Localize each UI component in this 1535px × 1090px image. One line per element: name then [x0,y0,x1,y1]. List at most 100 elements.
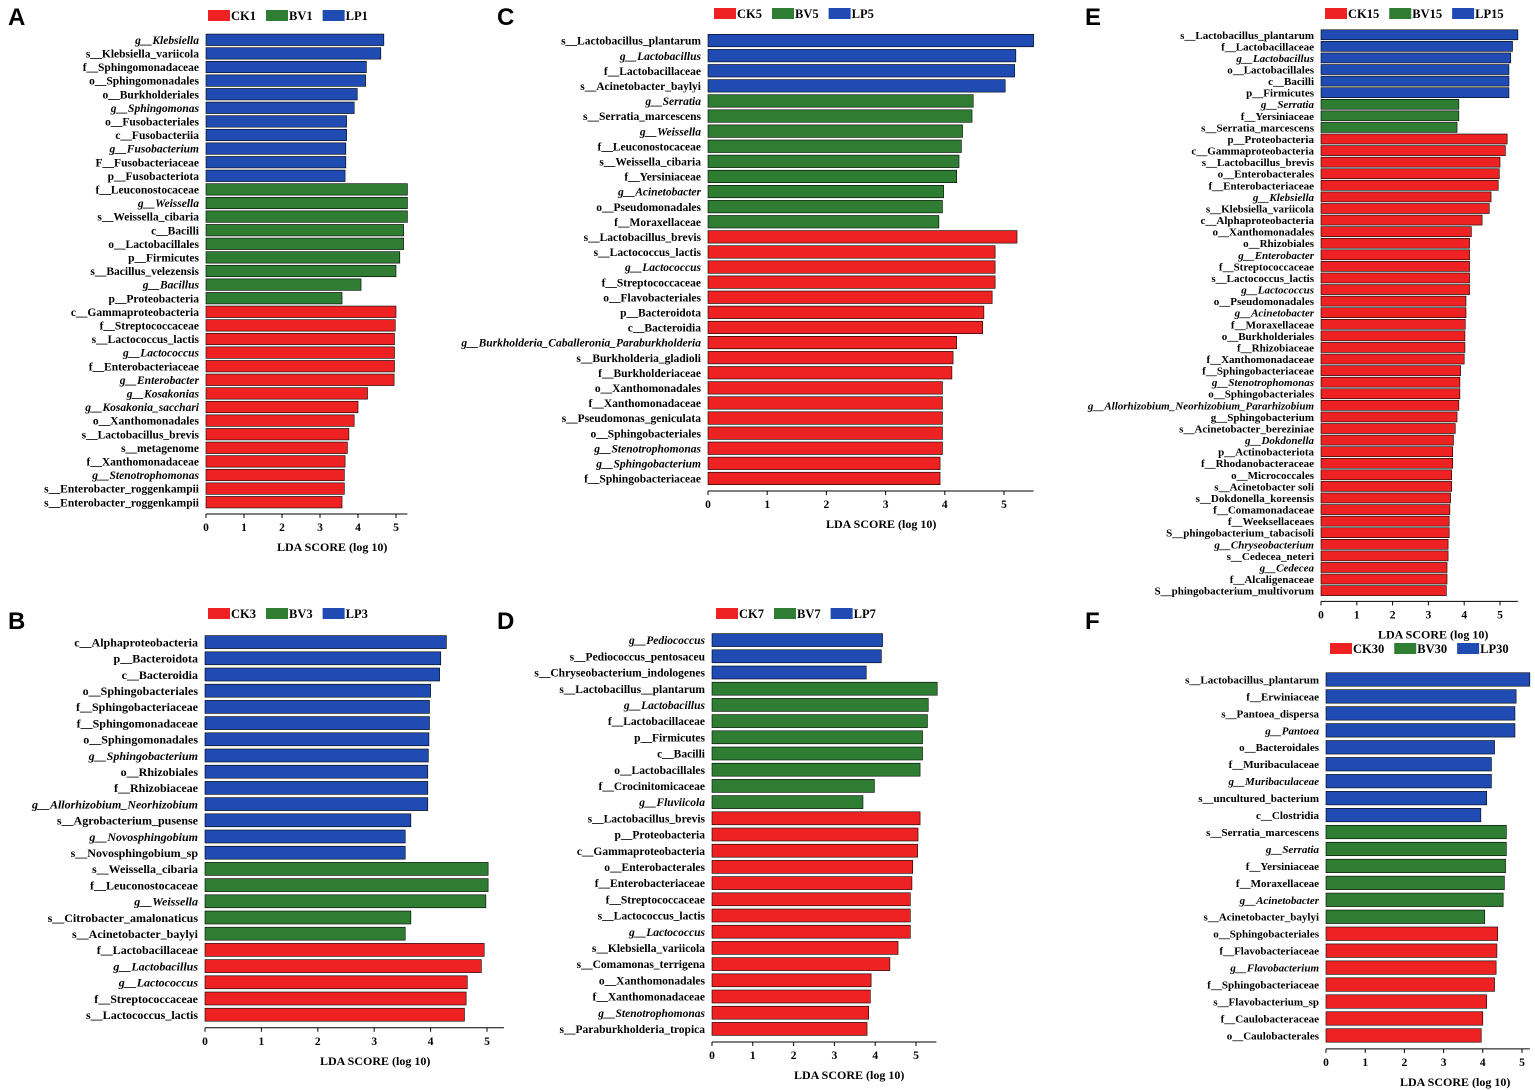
bar [205,128,347,142]
bar-label: f__Leuconostocaceae [96,185,199,197]
bar-label: g__Lactobacillus [619,51,702,63]
bar [205,74,366,87]
bar-label: f__Flavobacteriaceae [1219,946,1319,958]
panel-letter: F [1085,608,1100,635]
bar [1320,376,1461,388]
bar [204,862,489,876]
bar-label: p__Bacteroidota [114,652,198,666]
bar [711,908,911,923]
bar [707,200,943,214]
bar-label: s__Serratia_marcescens [1201,122,1315,134]
bar [711,746,923,761]
bar-label: o__Rhizobiales [1243,238,1315,250]
bar-label: f__Leuconostocaceae [90,878,199,892]
bar [707,245,996,259]
x-tick-label: 5 [913,1050,919,1062]
bar [1320,145,1506,156]
bar [1325,909,1486,924]
bar [707,185,944,199]
bar-label: s__Lactobacillus_plantarum [1180,30,1314,42]
bar [1320,41,1513,52]
legend-label: LP5 [852,7,874,21]
bar [1325,994,1488,1009]
x-tick-label: 5 [1519,1057,1525,1069]
bar [1320,180,1499,191]
bar-label: s__Lactobacillus_plantarum [1185,674,1319,686]
bar-label: s__Serratia_marcescens [1206,827,1320,839]
bar [707,260,996,274]
bar [1320,261,1470,272]
bar-label: g__Cedecea [1259,562,1315,574]
panel-letter: D [497,608,514,635]
bar-label: p__Bacteroidota [620,307,701,319]
bar-label: f__Comamonadaceae [1213,505,1314,517]
bar-label: f__Streptococcaceae [1219,261,1314,273]
bar [711,892,911,907]
bar-label: g__Acinetobacter [617,187,702,199]
panel-letter: C [497,4,514,31]
bar [205,88,358,101]
bar [1320,307,1467,319]
bar [707,124,963,138]
bar [707,456,941,470]
x-tick-label: 1 [259,1036,265,1048]
bar-label: o__Xanthomonadales [93,416,200,428]
bar-label: g__Enterobacter [119,375,200,387]
bar-label: o__Burkholderiales [1222,331,1315,343]
bar [205,210,408,223]
bar-label: g__Kosakonias [126,389,200,401]
bar-label: f__Lactobacillaceae [608,716,705,728]
legend-swatch [322,608,345,619]
bar-label: f__Muribaculaceae [1229,759,1320,771]
bar [1325,1011,1484,1026]
bar-label: f__Sphingobacteriaceae [1202,366,1314,378]
bar [204,716,430,730]
legend-label: CK5 [737,7,762,21]
bar [1320,203,1490,214]
legend-swatch [828,8,851,19]
bar-label: c__Bacilli [657,749,706,761]
bar [707,139,962,153]
bar [711,1005,869,1020]
bar-label: f__Rhizobiaceae [114,781,199,795]
bar-label: f__Rhodanobacteraceae [1201,458,1314,470]
bar-label: c__Gammaproteobacteria [577,846,705,858]
bar-label: f__Xanthomonadaceae [589,398,701,410]
bar-label: g__Dokdonella [1244,435,1315,447]
bar [205,319,396,332]
bar-label: s__Lactococcus_lactis [86,1008,198,1022]
panel-d: D CK7 BV7 LP7 g__Pediococcus s__Pediococcus_p… [497,607,938,1082]
bar-label: f__Weeksellaceaes [1228,516,1315,528]
bar [205,292,343,305]
bar-label: f__Yersiniaceae [1246,861,1319,873]
legend-label: LP15 [1475,7,1503,21]
legend-swatch [716,608,738,619]
legend-swatch [1452,8,1475,19]
bar-label: s__Lactobacillus_brevis [584,232,702,244]
bar [711,665,867,680]
x-tick-label: 2 [824,499,830,511]
x-tick-label: 4 [942,499,948,511]
bar [1320,446,1454,457]
bar [1320,191,1492,203]
bar-label: o__Micrococcales [1231,470,1315,482]
bar-label: g__Allorhizobium_Neorhizobium [31,797,198,811]
x-tick-label: 4 [1461,609,1467,621]
panel-f: F CK30 BV30 LP30 s__Lactobacillus_plantarumf… [1085,608,1531,1089]
bar-label: o__Fusobacteriales [105,117,199,129]
bar-label: s__Weissella_cibaria [97,212,199,224]
legend-swatch [1394,643,1417,654]
bar-label: f__Sphingomonadaceae [77,716,199,730]
bar-label: o__Sphingomonadales [89,76,199,88]
bar-label: f__Sphingobacteriaceae [76,700,199,714]
bar-label: s__Chryseobacterium_indologenes [534,668,705,680]
x-axis-title: LDA SCORE (log 10) [826,517,936,531]
bar-label: f__Enterobacteriaceae [1209,180,1315,192]
x-tick-label: 5 [1497,609,1503,621]
legend-swatch [208,10,230,21]
legend-label: LP30 [1480,642,1508,656]
bar-label: g__Muribaculaceae [1228,776,1320,788]
bar [204,748,429,763]
bar-label: g__Lactobacillus [623,700,706,712]
bar-label: g__Pantoea [1264,725,1319,737]
